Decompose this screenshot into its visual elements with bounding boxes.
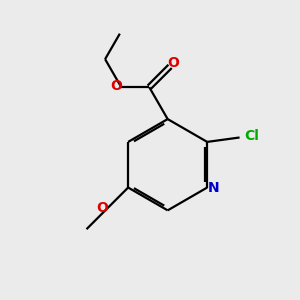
Text: O: O xyxy=(96,201,108,215)
Text: Cl: Cl xyxy=(244,129,260,143)
Text: O: O xyxy=(168,56,180,70)
Text: O: O xyxy=(110,79,122,93)
Text: N: N xyxy=(208,181,220,195)
